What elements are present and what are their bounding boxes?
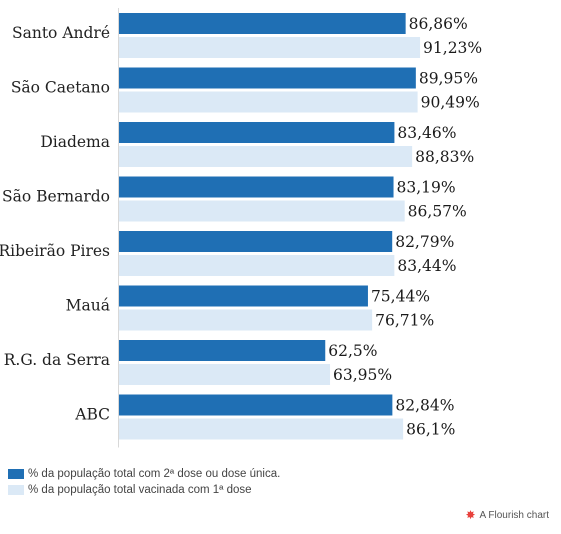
bar-first-dose xyxy=(119,146,413,167)
legend: % da população total com 2ª dose ou dose… xyxy=(8,466,280,498)
flourish-logo-icon: ✸ xyxy=(465,508,476,522)
legend-label-second-dose: % da população total com 2ª dose ou dose… xyxy=(28,468,281,480)
bar-second-dose xyxy=(119,13,406,34)
data-label: 91,23% xyxy=(423,39,482,57)
category-label: Diadema xyxy=(40,133,110,151)
data-label: 75,44% xyxy=(371,288,430,306)
data-label: 76,71% xyxy=(375,312,434,330)
data-label: 86,57% xyxy=(408,203,467,221)
bar-second-dose xyxy=(119,122,395,143)
bar-first-dose xyxy=(119,364,331,385)
category-label: Mauá xyxy=(66,297,110,315)
bar-second-dose xyxy=(119,67,416,89)
data-label: 86,86% xyxy=(409,15,468,33)
data-label: 83,46% xyxy=(397,124,456,142)
data-label: 82,84% xyxy=(395,397,454,415)
data-label: 88,83% xyxy=(415,148,474,166)
bar-first-dose xyxy=(119,309,373,331)
flourish-credit[interactable]: ✸ A Flourish chart xyxy=(465,509,549,521)
data-label: 90,49% xyxy=(421,94,480,112)
data-label: 62,5% xyxy=(328,342,377,360)
legend-swatch-second-dose xyxy=(8,469,24,479)
category-label: ABC xyxy=(74,406,110,424)
data-label: 89,95% xyxy=(419,70,478,88)
credit-text: A Flourish chart xyxy=(479,509,549,521)
legend-item-first-dose: % da população total vacinada com 1ª dos… xyxy=(8,482,280,498)
bar-first-dose xyxy=(119,255,395,276)
legend-item-second-dose: % da população total com 2ª dose ou dose… xyxy=(8,466,280,482)
bar-second-dose xyxy=(119,285,368,307)
bar-first-dose xyxy=(119,37,421,58)
legend-swatch-first-dose xyxy=(8,485,24,495)
bar-first-dose xyxy=(119,200,405,222)
category-label: Ribeirão Pires xyxy=(0,242,110,260)
bar-second-dose xyxy=(119,394,393,416)
bar-second-dose xyxy=(119,231,393,252)
data-label: 83,19% xyxy=(397,179,456,197)
category-label: Santo André xyxy=(12,24,110,42)
bar-second-dose xyxy=(119,340,326,361)
legend-label-first-dose: % da população total vacinada com 1ª dos… xyxy=(28,484,252,496)
data-label: 83,44% xyxy=(397,257,456,275)
category-label: R.G. da Serra xyxy=(4,351,110,369)
category-label: São Caetano xyxy=(11,79,110,97)
bar-first-dose xyxy=(119,418,404,440)
data-label: 86,1% xyxy=(406,421,455,439)
data-label: 82,79% xyxy=(395,233,454,251)
data-label: 63,95% xyxy=(333,366,392,384)
bar-second-dose xyxy=(119,176,394,198)
category-label: São Bernardo xyxy=(2,188,110,206)
bar-chart: Santo André 86,86% 91,23% São Caetano 89,95%… xyxy=(0,8,482,448)
bar-first-dose xyxy=(119,91,418,113)
